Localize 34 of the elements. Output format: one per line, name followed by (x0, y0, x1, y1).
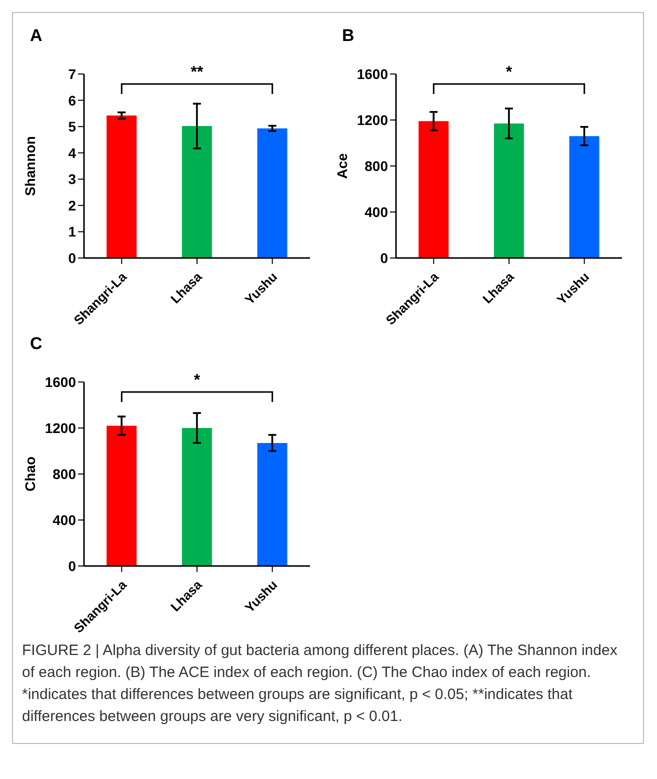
y-tick-label: 3 (68, 171, 76, 188)
y-tick-label: 1600 (44, 374, 76, 390)
bar (106, 116, 137, 258)
chart-title: C (29, 334, 44, 355)
y-tick-label: 800 (52, 466, 76, 482)
y-tick-label: 800 (364, 158, 388, 174)
annotation: * (504, 64, 514, 82)
annotation: * (192, 372, 202, 390)
y-tick-label: 6 (68, 92, 76, 108)
y-tick-label: 2 (68, 197, 76, 214)
y-tick-label: 1600 (356, 66, 388, 82)
bar (182, 126, 212, 258)
y-tick-label: 1 (68, 224, 76, 240)
caption: FIGURE 2 | Alpha diversity of gut bacteria among different places. (A) The Shannon index of each region. (B) The ACE index of each region. (C) The Chao index of each region. *indicates that differences between groups are significant, p < 0.05; **indicates that differences between groups are very significant, p < 0.01. (22, 641, 618, 727)
chart-title: B (341, 26, 356, 47)
y-tick-label: 0 (380, 250, 388, 266)
y-tick-label: 7 (68, 66, 76, 82)
y-tick-label: 4 (68, 144, 76, 161)
y-axis-title: Chao (22, 456, 38, 492)
bar (257, 128, 288, 258)
annotation: ** (190, 64, 204, 82)
y-tick-label: 400 (52, 512, 76, 528)
y-tick-label: 0 (68, 558, 76, 574)
y-axis-title: Shannon (22, 136, 38, 196)
y-tick-label: 5 (68, 118, 76, 135)
bar (182, 428, 212, 566)
y-tick-label: 1200 (44, 420, 76, 436)
bar (106, 426, 137, 566)
y-tick-label: 1200 (356, 112, 388, 128)
y-tick-label: 0 (68, 250, 76, 266)
y-axis-title: Ace (334, 152, 350, 179)
bar (257, 442, 288, 566)
y-tick-label: 400 (364, 204, 388, 220)
chart-title: A (29, 26, 44, 47)
